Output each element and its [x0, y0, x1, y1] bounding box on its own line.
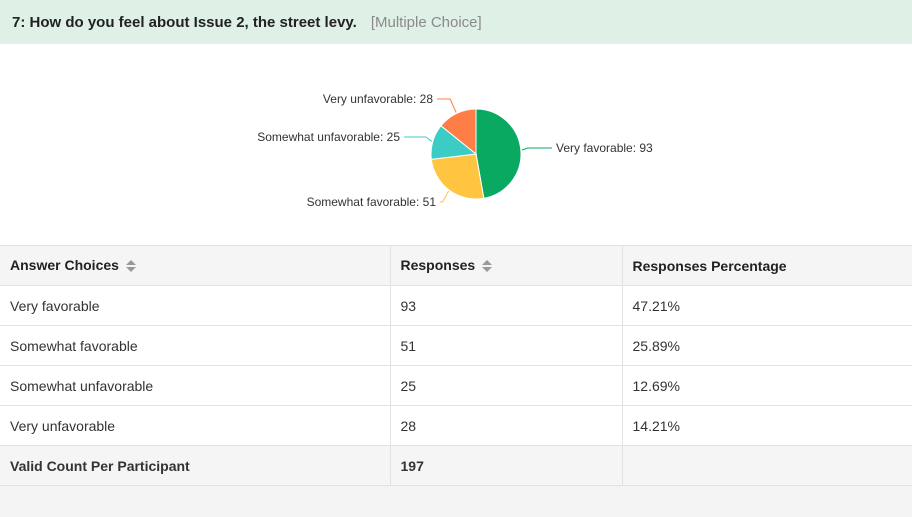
table-row: Somewhat unfavorable 25 12.69%: [0, 365, 912, 406]
responses-cell: 28: [390, 405, 623, 446]
header-responses[interactable]: Responses: [390, 245, 623, 286]
leader-line: [404, 136, 433, 142]
responses-cell: 25: [390, 365, 623, 406]
leader-line: [440, 190, 450, 203]
table-row: Somewhat favorable 51 25.89%: [0, 325, 912, 366]
total-value: 197: [390, 445, 623, 486]
pie-slice-label: Very favorable: 93: [556, 141, 653, 155]
responses-cell: 93: [390, 285, 623, 326]
choice-cell: Somewhat favorable: [0, 325, 391, 366]
pie-slice[interactable]: [440, 108, 477, 156]
percentage-cell: 12.69%: [622, 365, 912, 406]
table-row: Very unfavorable 28 14.21%: [0, 405, 912, 446]
header-responses-percentage: Responses Percentage: [622, 245, 912, 286]
header-label: Answer Choices: [10, 257, 119, 274]
header-label: Responses Percentage: [632, 257, 787, 274]
header-label: Responses: [400, 257, 476, 274]
pie-slice[interactable]: [475, 108, 522, 199]
question-title: 7: How do you feel about Issue 2, the st…: [12, 13, 357, 31]
pie-slice[interactable]: [430, 153, 485, 200]
percentage-cell: 14.21%: [622, 405, 912, 446]
percentage-cell: 47.21%: [622, 285, 912, 326]
question-type: [Multiple Choice]: [370, 13, 482, 31]
pie-chart-area: Very favorable: 93 Somewhat favorable: 51…: [0, 44, 912, 245]
total-label: Valid Count Per Participant: [0, 445, 391, 486]
total-row: Valid Count Per Participant 197: [0, 445, 912, 486]
percentage-cell: 25.89%: [622, 325, 912, 366]
leader-line: [437, 98, 457, 113]
pie-slice-label: Very unfavorable: 28: [323, 92, 433, 106]
sort-icon[interactable]: [482, 259, 493, 273]
sort-icon[interactable]: [125, 259, 136, 273]
choice-cell: Somewhat unfavorable: [0, 365, 391, 406]
pie-slice-label: Somewhat unfavorable: 25: [257, 130, 400, 144]
leader-line: [521, 147, 552, 151]
pie-chart: Very favorable: 93 Somewhat favorable: 51…: [257, 92, 653, 209]
responses-cell: 51: [390, 325, 623, 366]
question-header: 7: How do you feel about Issue 2, the st…: [0, 0, 912, 44]
pie-slice-label: Somewhat favorable: 51: [307, 195, 437, 209]
header-answer-choices[interactable]: Answer Choices: [0, 245, 391, 286]
table-row: Very favorable 93 47.21%: [0, 285, 912, 326]
table-header-row: Answer Choices Responses Responses Perce…: [0, 245, 912, 286]
choice-cell: Very favorable: [0, 285, 391, 326]
choice-cell: Very unfavorable: [0, 405, 391, 446]
results-table: Answer Choices Responses Responses Perce…: [0, 245, 912, 486]
total-empty-cell: [622, 445, 912, 486]
